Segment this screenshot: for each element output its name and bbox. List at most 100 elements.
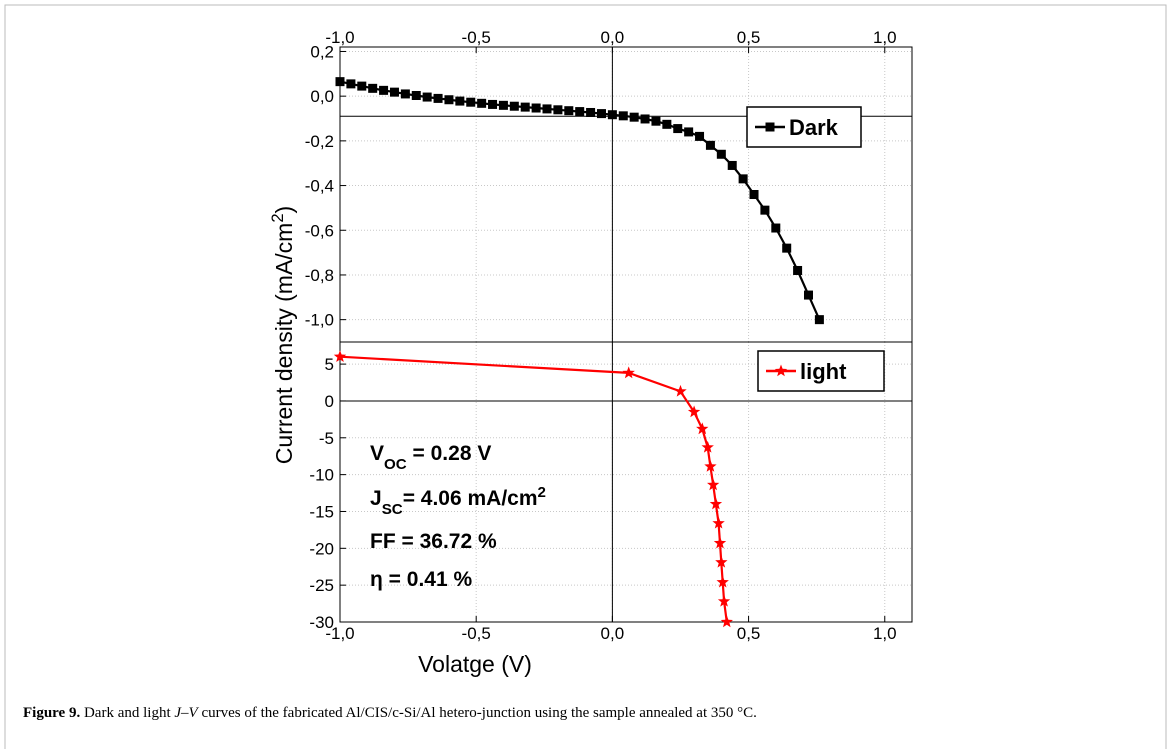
marker [760,205,770,215]
marker [684,127,694,137]
marker [720,615,733,628]
marker [618,111,628,121]
text-part: Current density (mA/cm [271,223,297,465]
caption-text: J–V [174,705,199,721]
annotation: VOC = 0.28 V [370,442,491,473]
annotation: FF = 36.72 % [370,530,497,553]
marker [640,114,650,124]
marker [575,107,585,117]
y-tick-label: -30 [309,613,334,632]
x-tick-label: -0,5 [462,624,491,643]
x-tick-label: -1,0 [325,28,354,47]
marker [704,460,717,472]
caption-label: Figure 9. [23,705,80,721]
y-tick-label: 0 [325,392,334,411]
marker [793,265,803,275]
x-tick-label: 1,0 [873,624,897,643]
marker [488,99,498,109]
marker [687,405,701,418]
y-axis-label: Current density (mA/cm2) [268,206,298,464]
marker [705,140,715,150]
y-tick-label: -20 [309,539,334,558]
y-tick-label: -0,2 [305,132,334,151]
legend-box [746,106,862,148]
text-part: 2 [538,484,546,501]
y-tick-label: -10 [309,466,334,485]
marker [455,96,465,106]
marker [774,364,788,377]
marker [622,366,635,379]
marker [782,243,792,253]
marker [553,105,563,115]
marker [596,109,606,119]
annotation: JSC= 4.06 mA/cm2 [370,484,546,518]
marker [531,103,541,113]
marker [651,116,661,126]
y-tick-label: 0,2 [310,42,334,61]
text-part: 2 [268,213,287,222]
marker [695,131,705,141]
x-tick-label: 0,5 [737,624,761,643]
y-tick-label: -25 [309,576,334,595]
marker [498,100,508,110]
text-part: OC [384,456,407,473]
annotation: η = 0.41 % [370,568,472,591]
y-tick-label: 5 [325,355,334,374]
marker [400,89,410,99]
marker [509,101,519,111]
marker [411,90,421,100]
marker [542,104,552,114]
y-tick-label: -0,8 [305,266,334,285]
marker [333,350,347,362]
marker [629,112,639,122]
marker [771,223,781,233]
text-part: FF = 36.72 % [370,530,497,553]
marker [707,478,720,491]
x-tick-label: 0,5 [737,28,761,47]
text-part: V [370,442,384,465]
marker [765,122,775,132]
marker [662,119,672,129]
marker [738,174,748,184]
marker [701,440,714,453]
text-part: ) [271,206,297,214]
marker [727,160,737,170]
marker [713,536,727,549]
y-tick-label: 0,0 [310,87,334,106]
plot-frame [339,341,913,623]
marker [716,575,729,588]
marker [814,315,824,325]
marker [389,87,399,97]
frame [4,4,1167,754]
marker [749,190,759,199]
marker [715,555,728,568]
caption: Figure 9. Dark and light J–V curves of t… [23,705,757,721]
x-tick-label: 0,0 [601,28,625,47]
marker [564,106,574,116]
marker [422,92,432,102]
y-tick-label: -5 [319,429,334,448]
text-part: η = 0.41 % [370,568,472,591]
marker [433,93,443,103]
marker [520,102,530,112]
legend-label: Dark [789,115,839,140]
marker [335,77,345,87]
marker [712,516,725,529]
text-part: SC [382,501,403,518]
y-tick-label: -0,4 [305,177,334,196]
marker [357,81,367,91]
marker [477,98,487,108]
x-tick-label: 1,0 [873,28,897,47]
caption-text: curves of the fabricated Al/CIS/c-Si/Al … [198,705,757,721]
text-part: = 0.28 V [407,442,492,465]
marker [696,422,709,435]
plot-frame [339,46,913,343]
marker [586,107,596,117]
x-tick-label: 0,0 [601,624,625,643]
x-tick-label: -0,5 [462,28,491,47]
y-tick-label: -0,6 [305,221,334,240]
marker [673,124,683,134]
text-part: J [370,487,382,510]
